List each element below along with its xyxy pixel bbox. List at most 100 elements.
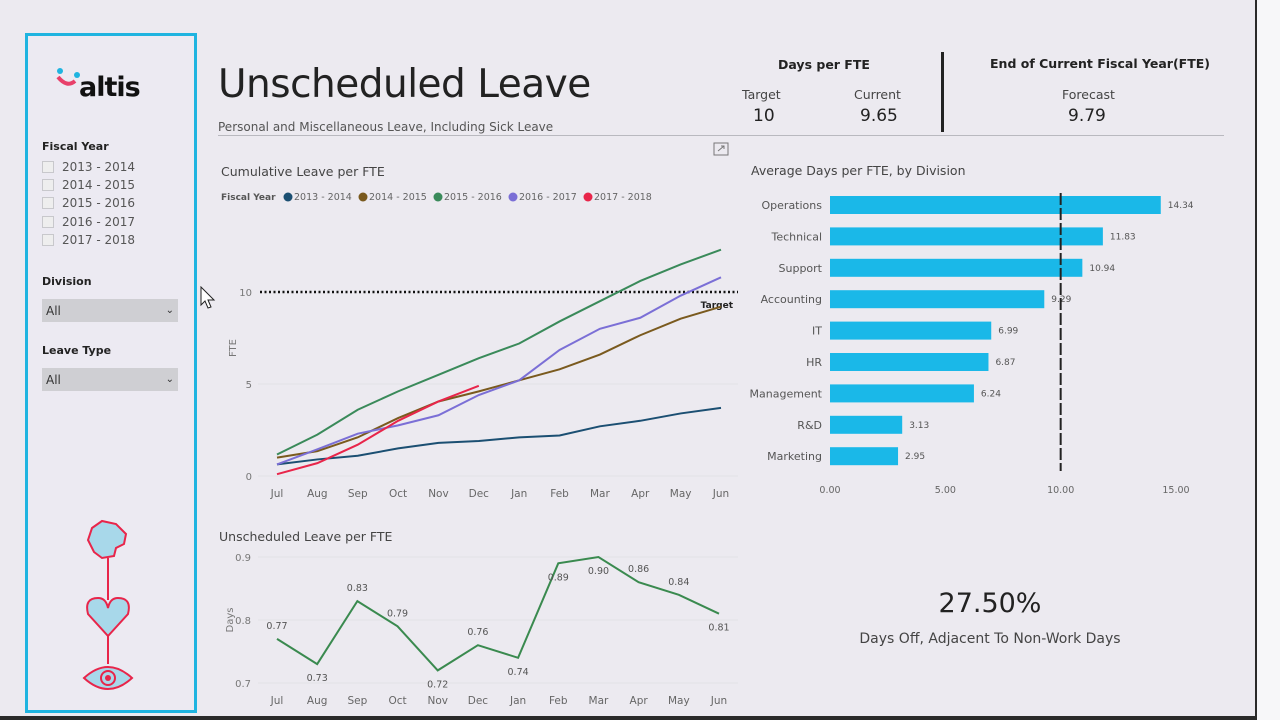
x-tick-label: 0.00 xyxy=(819,485,840,496)
data-label: 0.76 xyxy=(467,627,488,638)
x-tick-label: Sep xyxy=(348,488,368,500)
data-label: 2.95 xyxy=(905,452,925,462)
data-label: 6.87 xyxy=(995,358,1015,368)
x-tick-label: Aug xyxy=(307,488,328,500)
legend-marker xyxy=(433,192,443,202)
end-of-year-heading: End of Current Fiscal Year(FTE) xyxy=(990,56,1210,71)
option-label: 2015 - 2016 xyxy=(62,196,136,210)
data-label: 6.99 xyxy=(998,327,1018,337)
data-label: 0.84 xyxy=(668,577,689,588)
category-label: Marketing xyxy=(767,450,822,463)
x-tick-label: Oct xyxy=(388,695,406,707)
unscheduled-chart-title: Unscheduled Leave per FTE xyxy=(219,529,393,544)
data-label: 0.90 xyxy=(588,566,609,577)
x-tick-label: 15.00 xyxy=(1162,485,1189,496)
data-label: 0.86 xyxy=(628,564,649,575)
fiscal-year-option[interactable]: 2015 - 2016 xyxy=(42,196,135,210)
page-title: Unscheduled Leave xyxy=(218,62,591,107)
checkbox[interactable] xyxy=(42,161,54,173)
x-tick-label: Dec xyxy=(468,695,489,707)
data-label: 10.94 xyxy=(1089,264,1115,274)
legend-label: 2014 - 2015 xyxy=(369,192,427,203)
legend-marker xyxy=(283,192,293,202)
x-tick-label: Aug xyxy=(307,695,328,707)
fiscal-year-option[interactable]: 2017 - 2018 xyxy=(42,233,135,247)
x-tick-label: Nov xyxy=(428,488,449,500)
data-label: 6.24 xyxy=(981,389,1001,399)
legend-label: 2017 - 2018 xyxy=(594,192,652,203)
series-line-2017-2018 xyxy=(276,384,480,476)
x-tick-label: May xyxy=(668,695,690,707)
series-line-2015-2016 xyxy=(276,248,722,456)
y-axis-label: FTE xyxy=(228,339,239,357)
target-label: Target xyxy=(742,87,781,102)
window-edge xyxy=(1255,0,1280,720)
leave-type-dropdown[interactable]: All ⌄ xyxy=(42,368,178,391)
y-tick-label: 0 xyxy=(246,472,252,483)
legend-label: 2013 - 2014 xyxy=(294,192,352,203)
x-tick-label: Jan xyxy=(510,488,527,500)
page-subtitle: Personal and Miscellaneous Leave, Includ… xyxy=(218,120,554,134)
filter-sidebar: altis Fiscal Year 2013 - 2014 2014 - 201… xyxy=(25,33,197,713)
legend-label: 2016 - 2017 xyxy=(519,192,577,203)
logo-text: altis xyxy=(79,72,141,103)
category-label: Technical xyxy=(770,230,822,243)
checkbox[interactable] xyxy=(42,179,54,191)
option-label: 2016 - 2017 xyxy=(62,215,136,229)
x-tick-label: Jun xyxy=(712,488,729,500)
checkbox[interactable] xyxy=(42,234,54,246)
adjacent-days-label: Days Off, Adjacent To Non-Work Days xyxy=(859,631,1121,647)
fiscal-year-option[interactable]: 2013 - 2014 xyxy=(42,160,135,174)
x-tick-label: Nov xyxy=(427,695,448,707)
current-value: 9.65 xyxy=(860,106,898,126)
x-tick-label: Sep xyxy=(347,695,367,707)
x-tick-label: 5.00 xyxy=(935,485,956,496)
option-label: 2017 - 2018 xyxy=(62,233,136,247)
category-label: Operations xyxy=(762,199,823,212)
x-tick-label: May xyxy=(670,488,692,500)
x-tick-label: 10.00 xyxy=(1047,485,1074,496)
leave-type-label: Leave Type xyxy=(42,344,112,357)
cumulative-chart-title: Cumulative Leave per FTE xyxy=(221,164,385,179)
x-tick-label: Jul xyxy=(270,488,284,500)
x-tick-label: Jun xyxy=(710,695,727,707)
division-value: All xyxy=(46,303,61,318)
data-label: 0.72 xyxy=(427,679,448,690)
data-label: 0.89 xyxy=(548,572,569,583)
target-line-label: Target xyxy=(701,301,734,311)
division-dropdown[interactable]: All ⌄ xyxy=(42,299,178,322)
x-tick-label: Oct xyxy=(389,488,407,500)
focus-mode-icon[interactable] xyxy=(713,141,729,156)
x-tick-label: Dec xyxy=(469,488,490,500)
series-line-2016-2017 xyxy=(276,276,722,466)
x-tick-label: Mar xyxy=(590,488,610,500)
x-tick-label: Jul xyxy=(270,695,284,707)
division-label: Division xyxy=(42,275,92,288)
fiscal-year-option[interactable]: 2014 - 2015 xyxy=(42,178,135,192)
leave-type-value: All xyxy=(46,372,61,387)
current-label: Current xyxy=(854,87,901,102)
kpi-divider xyxy=(941,52,944,132)
bar-R&D xyxy=(830,415,903,434)
legend-label: 2015 - 2016 xyxy=(444,192,502,203)
category-label: HR xyxy=(806,356,822,369)
header-divider xyxy=(218,135,1224,136)
category-label: Accounting xyxy=(761,293,822,306)
days-per-fte-heading: Days per FTE xyxy=(778,57,870,72)
option-label: 2013 - 2014 xyxy=(62,160,136,174)
category-label: R&D xyxy=(797,419,822,432)
window-edge-bottom xyxy=(0,716,1256,720)
y-tick-label: 5 xyxy=(246,380,252,391)
lion-heart-eye-icon xyxy=(82,519,134,690)
y-tick-label: 0.8 xyxy=(235,616,251,627)
chevron-down-icon: ⌄ xyxy=(165,374,174,385)
fiscal-year-option[interactable]: 2016 - 2017 xyxy=(42,215,135,229)
data-label: 11.83 xyxy=(1110,232,1136,242)
data-label: 0.81 xyxy=(708,623,729,634)
x-tick-label: Mar xyxy=(589,695,609,707)
data-label: 0.83 xyxy=(347,583,368,594)
fiscal-year-label: Fiscal Year xyxy=(42,140,109,153)
series-line-2013-2014 xyxy=(276,406,722,466)
checkbox[interactable] xyxy=(42,197,54,209)
checkbox[interactable] xyxy=(42,216,54,228)
